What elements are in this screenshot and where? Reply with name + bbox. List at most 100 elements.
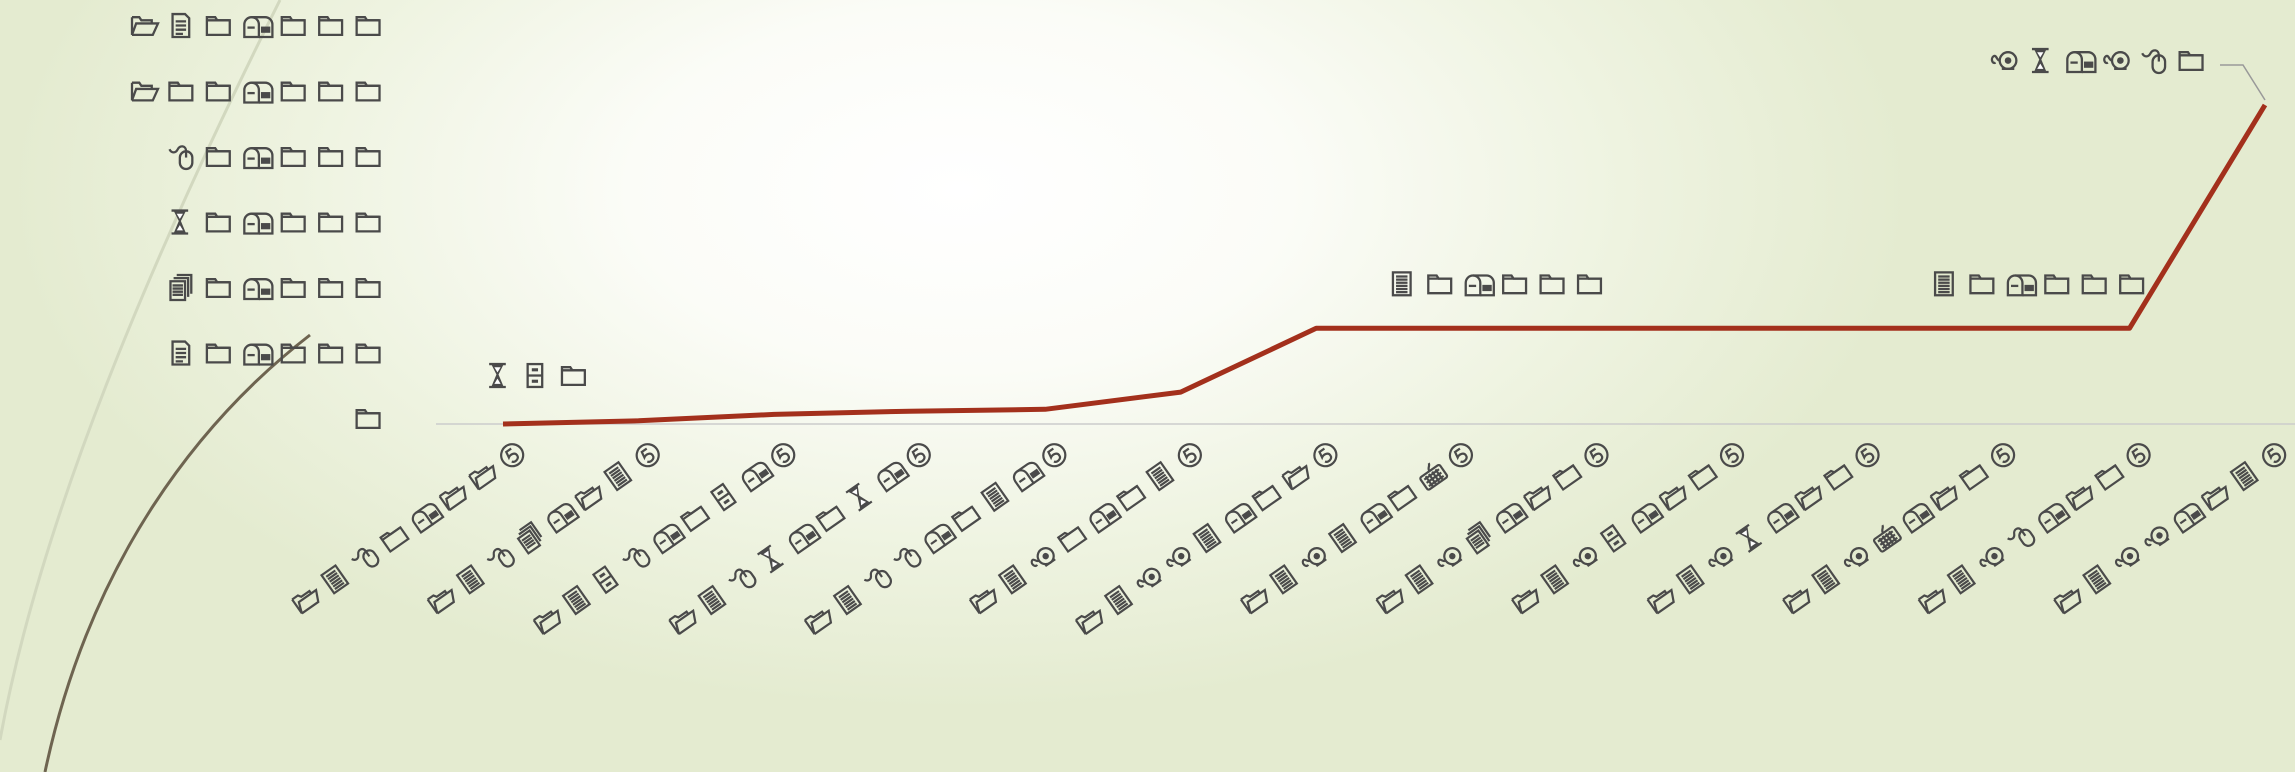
folder-open-icon: [467, 460, 501, 491]
y-tick-label: [169, 273, 381, 302]
mailbox-icon: [921, 520, 957, 555]
y-tick-label: [171, 340, 381, 366]
folder-icon: [280, 278, 306, 299]
mailbox-icon: [650, 520, 686, 555]
document-lines-icon: [2082, 564, 2112, 595]
webcam-icon: [1569, 543, 1601, 573]
folder-icon: [815, 503, 846, 532]
y-axis-tick-labels: [130, 12, 381, 430]
five-icon: [1444, 438, 1478, 472]
folder-open-icon: [130, 16, 160, 37]
x-tick-label: [1074, 438, 1342, 636]
folder-icon: [205, 147, 231, 168]
mailbox-icon: [2035, 500, 2071, 534]
keyboard-icon: [1868, 519, 1903, 554]
cabinet-icon: [592, 565, 619, 594]
webcam-icon: [1840, 543, 1872, 573]
x-tick-label: [1781, 438, 2020, 615]
folder-open-icon: [1929, 480, 1962, 512]
folder-open-icon: [1781, 584, 1815, 615]
x-tick-label: [803, 438, 1071, 636]
x-axis-tick-labels: [291, 438, 2291, 636]
folder-icon: [1958, 461, 1989, 491]
x-tick-label: [2053, 438, 2291, 615]
x-tick-label: [1646, 438, 1884, 615]
x-tick-label: [968, 438, 1207, 615]
folder-open-icon: [1658, 480, 1691, 512]
documents-icon: [513, 521, 546, 555]
data-labels: [488, 47, 2266, 389]
folder-icon: [1502, 274, 1528, 295]
document-lines-icon: [2229, 461, 2259, 492]
folder-icon: [1427, 274, 1453, 295]
five-icon: [2257, 438, 2291, 472]
mailbox-icon: [1464, 274, 1495, 297]
mailbox-icon: [408, 500, 445, 534]
y-tick-label: [130, 12, 381, 39]
mailbox-icon: [1086, 500, 1122, 534]
folder-icon: [1576, 274, 1603, 295]
mailbox-icon: [243, 212, 274, 235]
document-lines-icon: [1104, 585, 1133, 616]
five-icon: [766, 438, 800, 472]
folder-icon: [318, 147, 344, 168]
cabinet-icon: [526, 362, 544, 389]
folder-open-icon: [2200, 480, 2233, 512]
x-tick-label: [668, 438, 936, 636]
folder-open-icon: [291, 584, 324, 615]
folder-open-icon: [968, 584, 1002, 615]
folder-icon: [680, 503, 711, 532]
webcam-icon: [1433, 543, 1465, 573]
folder-icon: [1387, 482, 1418, 512]
folder-icon: [560, 366, 586, 387]
folder-icon: [1116, 482, 1147, 512]
folder-icon: [2094, 461, 2125, 491]
folder-open-icon: [532, 604, 566, 636]
mailbox-icon: [786, 520, 822, 555]
document-lines-icon: [833, 585, 862, 616]
folder-icon: [1969, 274, 1995, 295]
document-lines-icon: [1404, 564, 1434, 595]
webcam-icon: [1298, 543, 1329, 573]
webcam-icon: [2111, 543, 2143, 573]
document-lines-icon: [603, 461, 633, 492]
folder-open-icon: [1522, 480, 1556, 512]
folder-icon: [1687, 461, 1718, 491]
document-lines-icon: [455, 564, 485, 595]
webcam-icon: [1990, 51, 2018, 70]
five-icon: [1580, 438, 1613, 472]
data-label: [1391, 271, 1603, 297]
data-label: [488, 362, 586, 389]
mailbox-icon: [243, 147, 274, 170]
mailbox-icon: [739, 459, 775, 493]
mouse-icon: [168, 145, 194, 171]
folder-icon: [355, 212, 381, 233]
hourglass-icon: [2030, 47, 2050, 74]
webcam-icon: [2103, 51, 2130, 70]
mailbox-icon: [243, 16, 274, 39]
five-icon: [902, 438, 936, 472]
folder-open-icon: [668, 604, 701, 636]
label-leader-line: [2220, 64, 2266, 101]
folder-icon: [2178, 51, 2204, 72]
folder-icon: [205, 16, 231, 37]
mailbox-icon: [1628, 500, 1665, 534]
hourglass-icon: [756, 544, 785, 574]
mouse-icon: [861, 563, 895, 597]
five-icon: [1037, 438, 1071, 472]
background-decor: [0, 0, 311, 772]
folder-icon: [355, 409, 381, 430]
cabinet-icon: [1600, 524, 1627, 553]
folder-icon: [318, 343, 344, 364]
document-lines-icon: [1933, 271, 1954, 297]
document-lines-icon: [1946, 564, 1976, 595]
mouse-icon: [484, 543, 518, 576]
folder-icon: [355, 147, 381, 168]
mailbox-icon: [1493, 500, 1529, 534]
document-lines-icon: [1328, 523, 1357, 554]
folder-open-icon: [2053, 584, 2086, 615]
mailbox-icon: [1899, 500, 1936, 534]
folder-icon: [1552, 461, 1583, 491]
mouse-icon: [2141, 49, 2167, 75]
